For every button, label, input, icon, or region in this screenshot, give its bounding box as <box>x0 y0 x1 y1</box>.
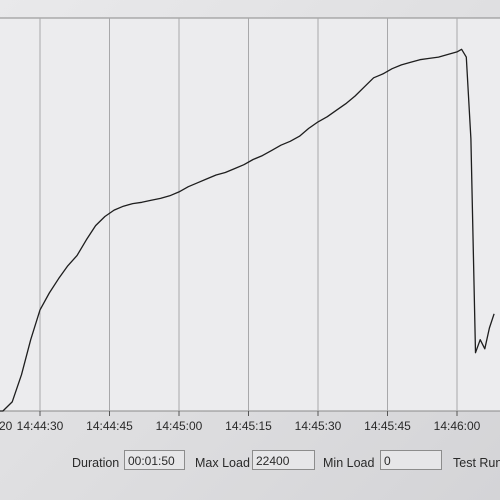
duration-field: 00:01:50 <box>124 450 185 470</box>
x-axis-ticks: 14:44:30 14:44:45 14:45:00 14:45:15 14:45:30… <box>0 411 481 433</box>
max-load-field: 22400 <box>252 450 315 470</box>
x-tick-label: 14:46:00 <box>434 419 481 433</box>
plot-area <box>0 17 500 412</box>
x-tick-label: 14:44:45 <box>86 419 133 433</box>
min-load-label: Min Load <box>323 456 375 470</box>
x-tick-label: 14:45:30 <box>295 419 342 433</box>
grid-lines <box>39 18 458 411</box>
test-run-label: Test Run <box>453 456 500 470</box>
x-tick-label: 14:44:30 <box>17 419 64 433</box>
x-tick-label: 14:45:00 <box>156 419 203 433</box>
min-load-field: 0 <box>380 450 442 470</box>
max-load-label: Max Load <box>195 456 250 470</box>
duration-label: Duration <box>72 456 120 470</box>
load-chart: 14:44:30 14:44:45 14:45:00 14:45:15 14:45:30… <box>0 17 500 433</box>
load-series-line <box>0 48 495 412</box>
x-tick-label: 14:45:45 <box>364 419 411 433</box>
x-tick-label-partial: 20 <box>0 419 13 433</box>
status-bar: Duration 00:01:50 Max Load 22400 Min Loa… <box>0 444 500 484</box>
x-tick-label: 14:45:15 <box>225 419 272 433</box>
